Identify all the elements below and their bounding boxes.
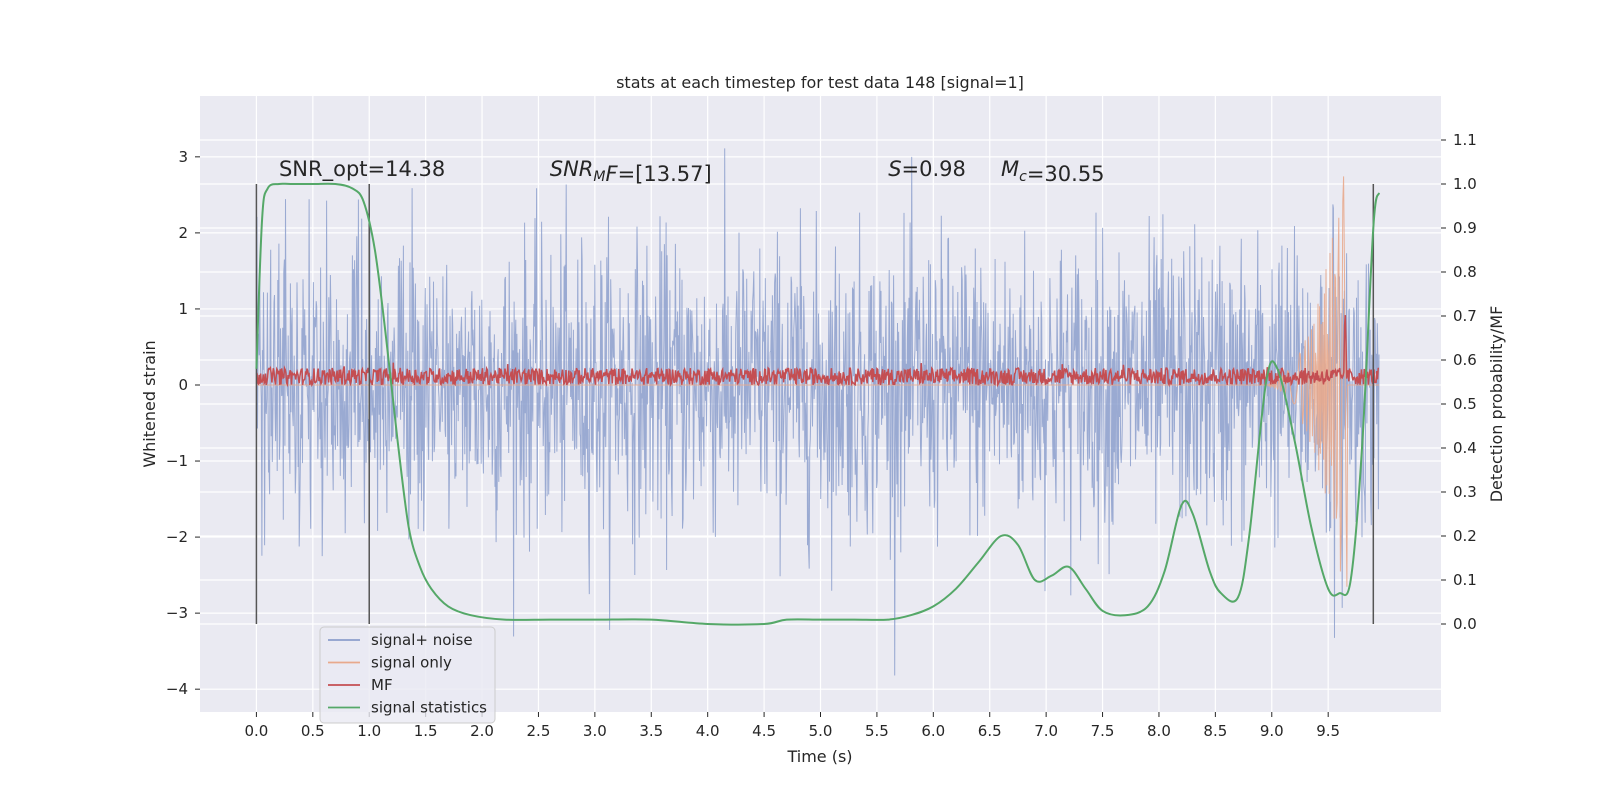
x-tick-label: 2.5 xyxy=(527,722,551,740)
series-mf xyxy=(255,315,1380,388)
y2-tick-label: 0.0 xyxy=(1453,615,1477,633)
y-axis-label: Whitened strain xyxy=(140,340,159,467)
x-tick-label: 5.0 xyxy=(809,722,833,740)
y2-axis-label: Detection probability/MF xyxy=(1487,306,1506,503)
annotation-text: SNR_opt=14.38 xyxy=(279,157,445,182)
x-axis-label: Time (s) xyxy=(786,747,852,766)
legend-label: signal statistics xyxy=(371,699,487,717)
signal-only-line xyxy=(256,176,1379,587)
chart-title: stats at each timestep for test data 148… xyxy=(616,73,1024,92)
x-tick-label: 7.0 xyxy=(1034,722,1058,740)
x-tick-label: 1.5 xyxy=(414,722,438,740)
series-signal-statistics xyxy=(255,182,1380,626)
x-tick-label: 0.5 xyxy=(301,722,325,740)
x-tick-label: 6.5 xyxy=(978,722,1002,740)
x-tick-label: 3.5 xyxy=(639,722,663,740)
x-tick-label: 4.0 xyxy=(696,722,720,740)
annotation-text: S=0.98 xyxy=(888,157,966,181)
x-tick-label: 3.0 xyxy=(583,722,607,740)
x-tick-label: 0.0 xyxy=(244,722,268,740)
legend: signal+ noise signal only MF signal statist… xyxy=(319,626,496,724)
y-tick-label: −1 xyxy=(166,452,188,470)
y2-tick-label: 0.4 xyxy=(1453,439,1477,457)
y2-tick-label: 0.8 xyxy=(1453,263,1477,281)
y-tick-label: 3 xyxy=(178,148,188,166)
x-tick-label: 2.0 xyxy=(470,722,494,740)
y2-axis-ticks: 1.1 1.0 0.9 0.8 0.7 0.6 0.5 0.4 0.3 0.2 0.1 0.0 xyxy=(1441,131,1477,633)
x-axis-ticks: 0.0 0.5 1.0 1.5 2.0 2.5 3.0 3.5 4.0 4.5 5.0 5.5 6.0 6… xyxy=(244,712,1340,740)
marker-lines xyxy=(255,184,1375,624)
x-tick-label: 8.0 xyxy=(1147,722,1171,740)
y2-tick-label: 0.6 xyxy=(1453,351,1477,369)
x-tick-label: 4.5 xyxy=(752,722,776,740)
x-tick-label: 9.5 xyxy=(1316,722,1340,740)
y2-tick-label: 1.1 xyxy=(1453,131,1477,149)
legend-label: signal+ noise xyxy=(371,631,473,649)
x-tick-label: 5.5 xyxy=(865,722,889,740)
y2-tick-label: 0.1 xyxy=(1453,571,1477,589)
mf-line xyxy=(255,315,1380,388)
y2-tick-label: 0.2 xyxy=(1453,527,1477,545)
y-tick-label: 0 xyxy=(178,376,188,394)
x-tick-label: 6.0 xyxy=(921,722,945,740)
y2-tick-label: 0.7 xyxy=(1453,307,1477,325)
series-signal-only xyxy=(256,176,1379,587)
annotation-text: SNRMF=[13.57] xyxy=(550,157,712,186)
legend-box xyxy=(319,626,496,724)
y2-tick-label: 1.0 xyxy=(1453,175,1477,193)
x-tick-label: 7.5 xyxy=(1091,722,1115,740)
y2-tick-label: 0.9 xyxy=(1453,219,1477,237)
annotations: SNR_opt=14.38 SNRMF=[13.57] S=0.98 Mc=30.55 xyxy=(279,157,1105,186)
y-axis-ticks: 3 2 1 0 −1 −2 −3 −4 xyxy=(166,148,200,698)
signal-statistics-line xyxy=(255,182,1380,626)
x-tick-label: 1.0 xyxy=(357,722,381,740)
y2-tick-label: 0.3 xyxy=(1453,483,1477,501)
legend-label: MF xyxy=(371,676,393,694)
y2-tick-label: 0.5 xyxy=(1453,395,1477,413)
y-tick-label: −2 xyxy=(166,528,188,546)
y-tick-label: −4 xyxy=(166,680,188,698)
x-tick-label: 9.0 xyxy=(1260,722,1284,740)
y-tick-label: −3 xyxy=(166,604,188,622)
annotation-text: Mc=30.55 xyxy=(1001,157,1105,186)
legend-label: signal only xyxy=(371,654,452,672)
x-tick-label: 8.5 xyxy=(1203,722,1227,740)
y-tick-label: 2 xyxy=(178,224,188,242)
y-tick-label: 1 xyxy=(178,300,188,318)
